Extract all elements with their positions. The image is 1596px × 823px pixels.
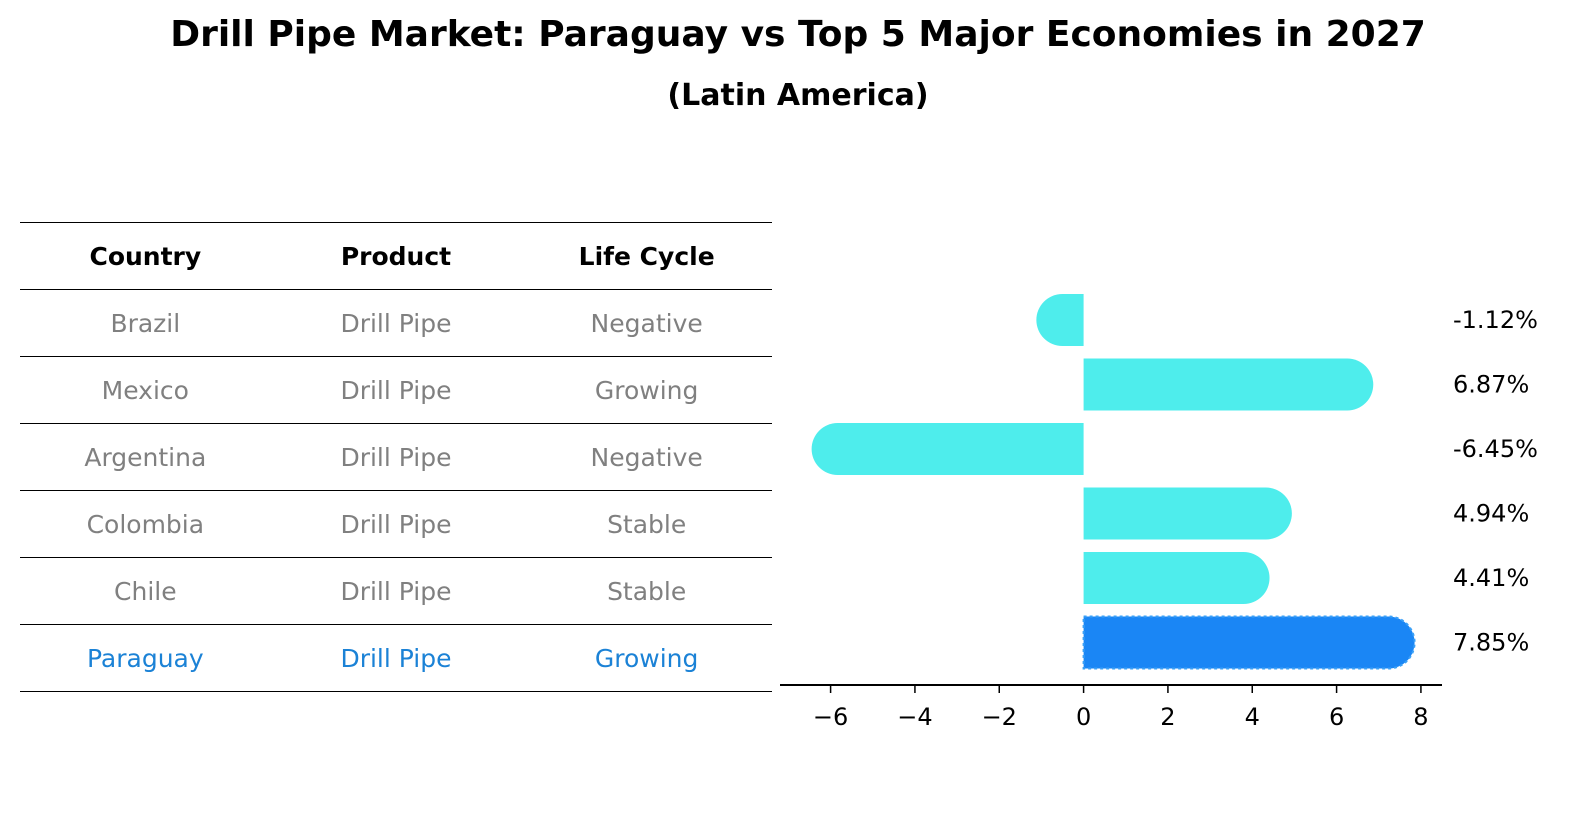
- x-ticks-group: −6 −4 −2 0 2 4 6 8: [813, 685, 1429, 731]
- bar-brazil: [1036, 294, 1084, 346]
- x-tick-label: −2: [982, 703, 1017, 731]
- table-row: Chile Drill Pipe Stable: [20, 557, 772, 625]
- country-cell: Paraguay: [20, 624, 271, 692]
- product-cell: Drill Pipe: [270, 423, 522, 491]
- x-tick-label: 2: [1160, 703, 1175, 731]
- table-row: Argentina Drill Pipe Negative: [20, 423, 772, 491]
- life-cycle-cell: Negative: [521, 289, 772, 357]
- x-tick-label: 6: [1329, 703, 1344, 731]
- column-header-life-cycle: Life Cycle: [521, 222, 772, 290]
- table-row: Colombia Drill Pipe Stable: [20, 490, 772, 558]
- product-cell: Drill Pipe: [270, 289, 522, 357]
- table-row-highlighted: Paraguay Drill Pipe Growing: [20, 624, 772, 692]
- value-label-colombia: 4.94%: [1453, 500, 1529, 528]
- value-label-brazil: -1.12%: [1453, 306, 1538, 334]
- bar-paraguay: [1082, 615, 1416, 670]
- value-label-mexico: 6.87%: [1453, 371, 1529, 399]
- life-cycle-cell: Negative: [521, 423, 772, 491]
- chart-subtitle: (Latin America): [667, 78, 929, 113]
- chart-title: Drill Pipe Market: Paraguay vs Top 5 Maj…: [170, 14, 1426, 55]
- product-cell: Drill Pipe: [270, 624, 522, 692]
- column-header-country: Country: [20, 222, 271, 290]
- value-label-paraguay: 7.85%: [1453, 629, 1529, 657]
- table-row: Mexico Drill Pipe Growing: [20, 356, 772, 424]
- country-cell: Argentina: [20, 423, 271, 491]
- life-cycle-cell: Stable: [521, 557, 772, 625]
- bars-group: [811, 294, 1416, 670]
- data-table: Country Product Life Cycle Brazil Drill …: [20, 222, 772, 692]
- x-tick-label: 8: [1413, 703, 1428, 731]
- bar-argentina: [811, 423, 1084, 475]
- table-header-row: Country Product Life Cycle: [20, 222, 772, 290]
- value-labels-group: -1.12% 6.87% -6.45% 4.94% 4.41% 7.85%: [1453, 306, 1538, 657]
- life-cycle-cell: Growing: [521, 624, 772, 692]
- life-cycle-cell: Stable: [521, 490, 772, 558]
- table-row: Brazil Drill Pipe Negative: [20, 289, 772, 357]
- bar-mexico: [1083, 358, 1374, 411]
- x-tick-label: −4: [897, 703, 932, 731]
- bar-chile: [1083, 552, 1270, 604]
- value-label-chile: 4.41%: [1453, 564, 1529, 592]
- product-cell: Drill Pipe: [270, 490, 522, 558]
- country-cell: Mexico: [20, 356, 271, 424]
- bar-chart: -1.12% 6.87% -6.45% 4.94% 4.41% 7.85% −6 −4 −2 0…: [780, 294, 1538, 731]
- country-cell: Brazil: [20, 289, 271, 357]
- country-cell: Colombia: [20, 490, 271, 558]
- bar-colombia: [1083, 487, 1292, 540]
- life-cycle-cell: Growing: [521, 356, 772, 424]
- x-tick-label: 0: [1076, 703, 1091, 731]
- country-cell: Chile: [20, 557, 271, 625]
- product-cell: Drill Pipe: [270, 356, 522, 424]
- column-header-product: Product: [270, 222, 522, 290]
- x-tick-label: −6: [813, 703, 848, 731]
- product-cell: Drill Pipe: [270, 557, 522, 625]
- x-tick-label: 4: [1245, 703, 1260, 731]
- value-label-argentina: -6.45%: [1453, 435, 1538, 463]
